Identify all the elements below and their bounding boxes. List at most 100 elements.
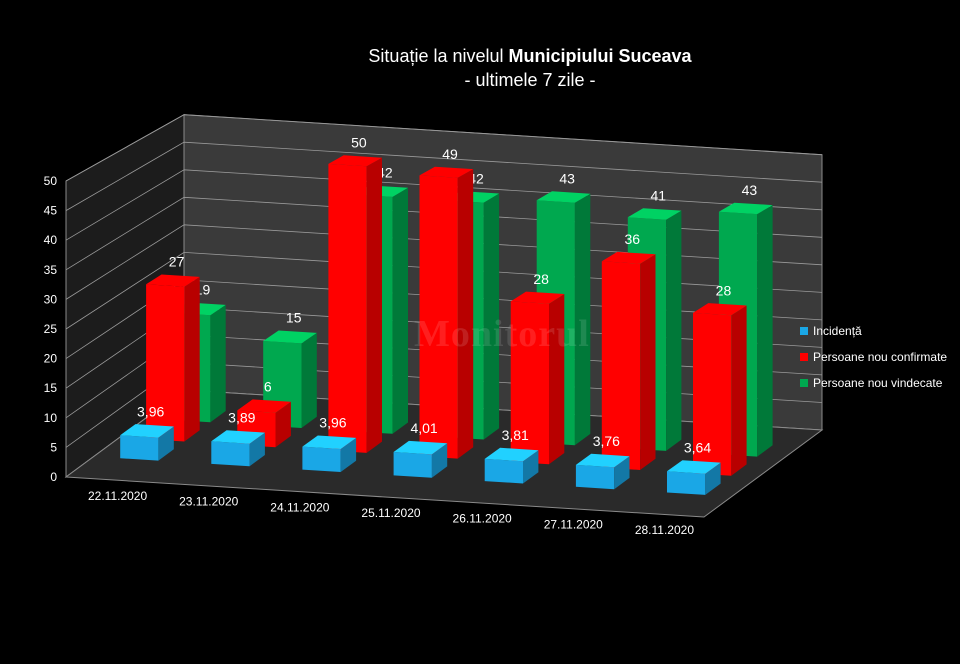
data-label: 3,96 bbox=[319, 415, 346, 431]
bar-0-5: 3,76 bbox=[575, 433, 630, 490]
bar-1-2: 50 bbox=[328, 135, 382, 453]
data-label: 27 bbox=[169, 254, 185, 270]
y-tick-label: 40 bbox=[44, 233, 58, 247]
bar-front bbox=[575, 464, 615, 490]
bar-top bbox=[536, 191, 591, 203]
y-tick-label: 10 bbox=[44, 411, 58, 425]
bar-top bbox=[328, 155, 382, 167]
bar-top bbox=[718, 202, 773, 215]
bar-0-4: 3,81 bbox=[484, 427, 539, 484]
data-label: 3,64 bbox=[684, 439, 711, 455]
bar-side bbox=[210, 304, 226, 423]
bar-top bbox=[419, 166, 474, 178]
bar-top bbox=[667, 460, 721, 474]
bar-0-2: 3,96 bbox=[302, 415, 357, 472]
data-label: 43 bbox=[559, 170, 575, 186]
bar-1-6: 28 bbox=[693, 282, 747, 476]
x-tick-label: 28.11.2020 bbox=[635, 523, 694, 537]
bar-top bbox=[627, 208, 682, 220]
bar-side bbox=[574, 193, 591, 446]
bar-top bbox=[693, 303, 747, 316]
data-label: 28 bbox=[533, 271, 549, 287]
bar-front bbox=[419, 175, 458, 459]
bar-front bbox=[302, 446, 341, 472]
x-tick-label: 25.11.2020 bbox=[361, 506, 420, 520]
chart-title-prefix: Situație la nivelul bbox=[368, 46, 509, 66]
bar-side bbox=[431, 443, 448, 478]
y-tick-label: 45 bbox=[44, 204, 58, 218]
chart-subtitle: - ultimele 7 zile - bbox=[464, 70, 596, 90]
bar-side bbox=[523, 450, 539, 484]
gridline bbox=[65, 196, 823, 271]
bar-0-3: 4,01 bbox=[393, 420, 448, 478]
bar-top bbox=[211, 430, 265, 444]
bar-1-5: 36 bbox=[601, 231, 656, 470]
x-tick-label: 22.11.2020 bbox=[88, 489, 147, 503]
y-tick-label: 5 bbox=[50, 440, 57, 454]
bar-side bbox=[340, 437, 357, 472]
bar-top bbox=[302, 435, 357, 449]
data-label: 43 bbox=[742, 182, 758, 198]
legend-swatch-confirmate bbox=[800, 353, 808, 361]
x-axis-ticks: 22.11.2020 23.11.2020 24.11.2020 25.11.2020… bbox=[88, 489, 694, 537]
bar-side bbox=[705, 462, 721, 495]
watermark: Monitorul bbox=[414, 313, 590, 355]
bar-1-4: 28 bbox=[510, 271, 565, 465]
bar-1-0: 27 bbox=[146, 254, 200, 442]
legend-item-vindecate: Persoane nou vindecate bbox=[800, 370, 947, 396]
y-tick-label: 0 bbox=[50, 470, 57, 484]
bar-side bbox=[731, 305, 747, 476]
bar-front bbox=[211, 441, 250, 467]
bar-0-1: 3,89 bbox=[211, 409, 265, 467]
bar-side bbox=[392, 187, 408, 434]
data-label: 4,01 bbox=[410, 420, 437, 436]
x-tick-label: 24.11.2020 bbox=[270, 500, 329, 514]
data-label: 3,76 bbox=[593, 433, 620, 449]
bar-top bbox=[393, 440, 448, 455]
legend-item-confirmate: Persoane nou confirmate bbox=[800, 344, 947, 370]
x-tick-label: 23.11.2020 bbox=[179, 495, 238, 509]
gridline bbox=[65, 224, 823, 300]
chart-title: Situație la nivelul Municipiului Suceava bbox=[0, 46, 960, 67]
gridline bbox=[65, 141, 823, 211]
bar-front bbox=[120, 435, 159, 461]
bar-side bbox=[301, 332, 317, 428]
x-tick-label: 27.11.2020 bbox=[544, 517, 603, 531]
y-tick-label: 20 bbox=[44, 352, 58, 366]
data-label: 6 bbox=[264, 379, 272, 395]
bar-side bbox=[757, 205, 773, 457]
bar-top bbox=[601, 251, 656, 264]
y-tick-label: 15 bbox=[44, 381, 58, 395]
data-label: 15 bbox=[286, 310, 302, 326]
y-tick-label: 25 bbox=[44, 322, 58, 336]
bar-front bbox=[693, 312, 732, 476]
legend-label-incidenta: Incidență bbox=[813, 324, 862, 338]
bar-front bbox=[393, 452, 432, 478]
bar-side bbox=[640, 254, 656, 470]
data-label: 3,89 bbox=[228, 409, 255, 425]
bar-side bbox=[457, 169, 474, 459]
bar-front bbox=[146, 284, 185, 442]
legend-item-incidenta: Incidență bbox=[800, 318, 947, 344]
data-label: 41 bbox=[650, 187, 666, 203]
bar-top bbox=[575, 453, 630, 468]
bar-front bbox=[601, 261, 641, 470]
chart-title-bold: Municipiului Suceava bbox=[508, 46, 692, 66]
bar-side bbox=[614, 456, 630, 490]
legend-swatch-incidenta bbox=[800, 327, 808, 335]
bar-top bbox=[237, 399, 291, 413]
gridline bbox=[65, 114, 823, 182]
y-axis-ticks: 0 5 10 15 20 25 30 35 40 45 50 bbox=[44, 174, 58, 484]
y-tick-label: 35 bbox=[44, 263, 58, 277]
legend-label-vindecate: Persoane nou vindecate bbox=[813, 376, 943, 390]
x-tick-label: 26.11.2020 bbox=[453, 512, 512, 526]
bar-side bbox=[158, 426, 174, 461]
bar-top bbox=[120, 424, 174, 438]
bar-front bbox=[667, 471, 706, 495]
y-tick-label: 50 bbox=[44, 174, 58, 188]
bar-side bbox=[483, 193, 500, 440]
gridline bbox=[65, 169, 823, 241]
y-tick-label: 30 bbox=[44, 292, 58, 306]
